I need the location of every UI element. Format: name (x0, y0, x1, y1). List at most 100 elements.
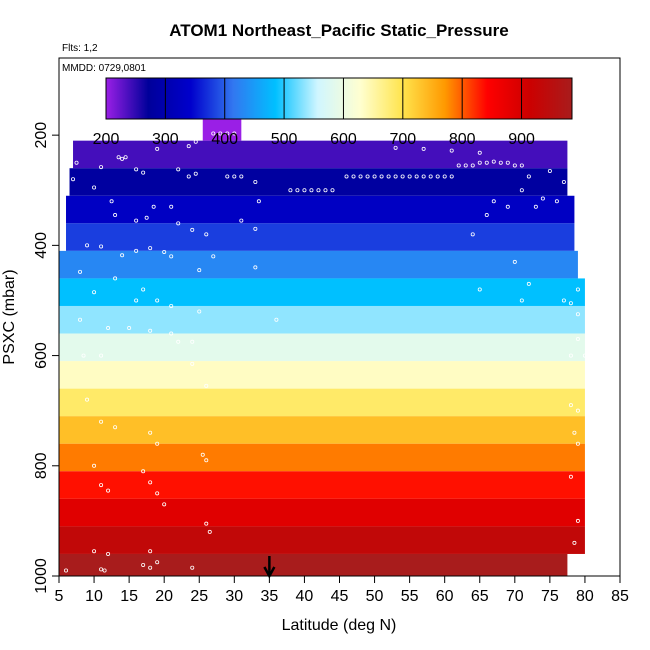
sample-point (519, 298, 524, 303)
x-axis-label: Latitude (deg N) (282, 617, 397, 634)
sample-point (561, 179, 566, 184)
heatmap-cell (59, 526, 585, 554)
y-axis-label: PSXC (mbar) (1, 269, 18, 364)
sample-point (155, 560, 160, 565)
sample-point (253, 179, 258, 184)
y-tick-label: 400 (33, 232, 50, 259)
sample-point (484, 213, 489, 218)
x-tick-label: 70 (506, 588, 524, 605)
x-tick-label: 35 (260, 588, 278, 605)
sample-point (92, 290, 97, 295)
sample-point (85, 397, 90, 402)
sample-point (572, 540, 577, 545)
sample-point (141, 287, 146, 292)
colorbar-ticks: 200 300 400 500 600 700 800 900 (93, 78, 535, 148)
sample-point (393, 174, 398, 179)
x-tick-label: 15 (120, 588, 138, 605)
sample-point (232, 131, 237, 136)
x-tick-label: 60 (436, 588, 454, 605)
sample-point (456, 163, 461, 168)
date-label: MMDD: 0729,0801 (62, 63, 146, 74)
sample-point (211, 131, 216, 136)
heatmap-cell (59, 305, 585, 334)
sample-point (526, 281, 531, 286)
sample-point (575, 337, 580, 342)
sample-point (134, 218, 139, 223)
sample-point (568, 403, 573, 408)
sample-point (193, 139, 198, 144)
sample-point (225, 174, 230, 179)
sample-point (316, 188, 321, 193)
heatmap-cell (59, 361, 585, 389)
sample-point (256, 199, 261, 204)
sample-point (365, 174, 370, 179)
sample-point (204, 383, 209, 388)
sample-point (491, 199, 496, 204)
sample-point (106, 326, 111, 331)
sample-point (407, 174, 412, 179)
sample-point (151, 204, 156, 209)
sample-point (372, 174, 377, 179)
sample-point (568, 474, 573, 479)
sample-point (484, 160, 489, 165)
sample-point (414, 174, 419, 179)
sample-point (204, 458, 209, 463)
sample-point (386, 174, 391, 179)
sample-point (207, 529, 212, 534)
sample-point (141, 469, 146, 474)
sample-point (169, 254, 174, 259)
sample-point (505, 160, 510, 165)
sample-point (169, 204, 174, 209)
sample-point (344, 174, 349, 179)
sample-point (120, 156, 125, 161)
sample-point (85, 243, 90, 248)
sample-point (99, 244, 104, 249)
heatmap-cell (59, 471, 585, 499)
sample-point (239, 174, 244, 179)
sample-point (330, 188, 335, 193)
sample-point (186, 174, 191, 179)
sample-point (575, 554, 580, 559)
sample-point (197, 268, 202, 273)
sample-point (295, 188, 300, 193)
sample-point (106, 551, 111, 556)
sample-point (176, 339, 181, 344)
sample-point (190, 339, 195, 344)
sample-point (155, 441, 160, 446)
sample-point (148, 246, 153, 251)
sample-point (572, 430, 577, 435)
heatmap-cell (59, 553, 568, 576)
sample-point (113, 213, 118, 218)
sample-point (99, 483, 104, 488)
sample-point (162, 249, 167, 254)
sample-point (99, 567, 104, 572)
sample-point (575, 518, 580, 523)
sample-point (169, 331, 174, 336)
sample-point (225, 131, 230, 136)
sample-point (176, 221, 181, 226)
sample-point (141, 562, 146, 567)
heatmap-cell (59, 443, 585, 472)
sample-point (323, 188, 328, 193)
sample-point (134, 248, 139, 253)
x-tick-label: 10 (85, 588, 103, 605)
sample-point (575, 287, 580, 292)
sample-point (155, 146, 160, 151)
sample-point (155, 491, 160, 496)
sample-point (81, 353, 86, 358)
x-tick-label: 5 (55, 588, 64, 605)
sample-point (253, 265, 258, 270)
sample-point (204, 232, 209, 237)
sample-point (127, 326, 132, 331)
sample-point (421, 174, 426, 179)
sample-point (351, 174, 356, 179)
colorbar-tick-label: 300 (152, 131, 179, 148)
x-tick-label: 50 (366, 588, 384, 605)
x-tick-label: 75 (541, 588, 559, 605)
sample-point (568, 353, 573, 358)
sample-point (200, 452, 205, 457)
sample-point (519, 163, 524, 168)
sample-point (435, 174, 440, 179)
colorbar: 200 300 400 500 600 700 800 900 (93, 77, 573, 148)
